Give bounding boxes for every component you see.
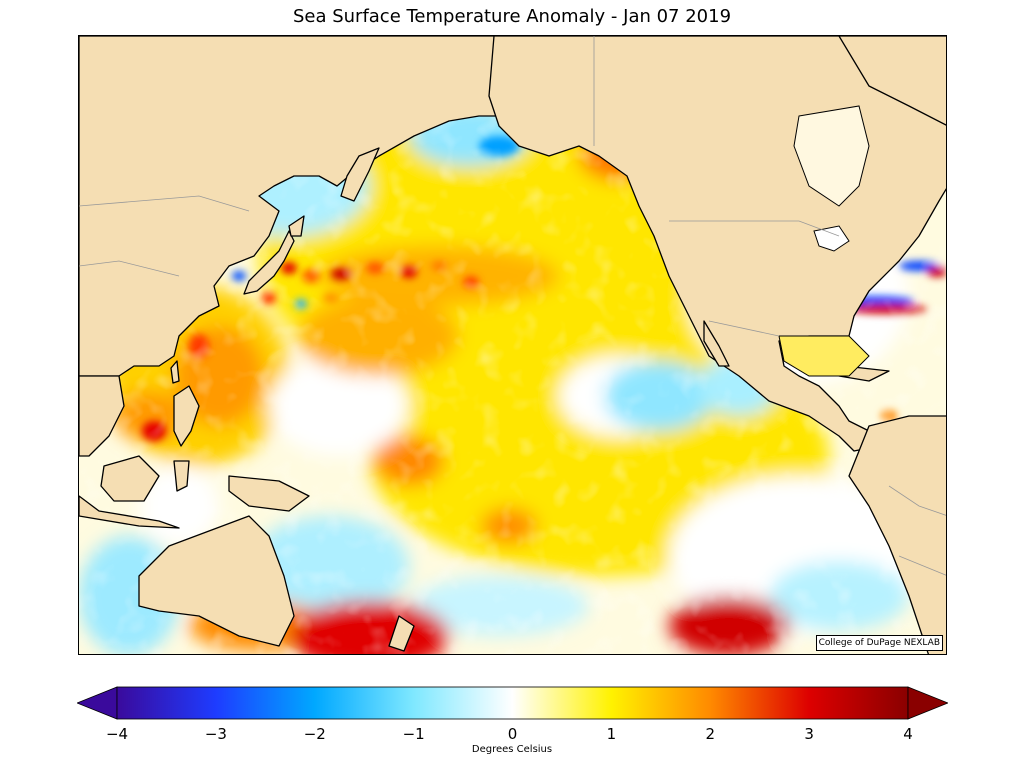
map-canvas <box>79 36 946 654</box>
borders <box>79 36 946 576</box>
colorbar-tick-label: 0 <box>507 725 518 743</box>
hudson-bay <box>793 105 870 207</box>
japan-land <box>243 230 295 295</box>
colorbar <box>77 686 948 720</box>
colorbar-tick-label: 2 <box>705 725 716 743</box>
gulf-of-mexico <box>778 335 870 377</box>
kamchatka-land <box>340 147 380 202</box>
sulawesi-land <box>173 460 190 492</box>
taiwan-land <box>170 360 180 384</box>
colorbar-label: Degrees Celsius <box>471 744 553 755</box>
arctic-islands-land <box>838 36 946 126</box>
colorbar-tick-label: 3 <box>804 725 814 743</box>
south-america-land <box>848 415 946 654</box>
new-guinea-land <box>228 475 310 512</box>
hokkaido-land <box>288 215 305 237</box>
colorbar-tick-label: 4 <box>903 725 913 743</box>
colorbar-gradient <box>116 686 909 720</box>
borneo-land <box>100 455 160 502</box>
new-zealand-land <box>388 615 415 652</box>
water-bodies <box>778 105 870 377</box>
great-lakes <box>813 225 850 252</box>
colorbar-tick-label: −4 <box>105 725 129 743</box>
australia-land <box>138 515 295 647</box>
sumatra-java-land <box>79 495 180 529</box>
sst-anomaly-map: College of DuPage NEXLAB <box>78 35 947 655</box>
colorbar-tick-label: −3 <box>204 725 227 743</box>
indochina-land <box>79 375 125 457</box>
philippines-land <box>173 385 200 447</box>
credit-label: College of DuPage NEXLAB <box>815 635 943 651</box>
colorbar-tick-label: −2 <box>303 725 326 743</box>
colorbar-low-extend <box>77 686 118 720</box>
map-title: Sea Surface Temperature Anomaly - Jan 07… <box>292 6 732 27</box>
colorbar-tick-label: −1 <box>402 725 425 743</box>
colorbar-high-extend <box>907 686 948 720</box>
colorbar-tick-label: 1 <box>606 725 617 743</box>
baja-land <box>703 320 730 367</box>
